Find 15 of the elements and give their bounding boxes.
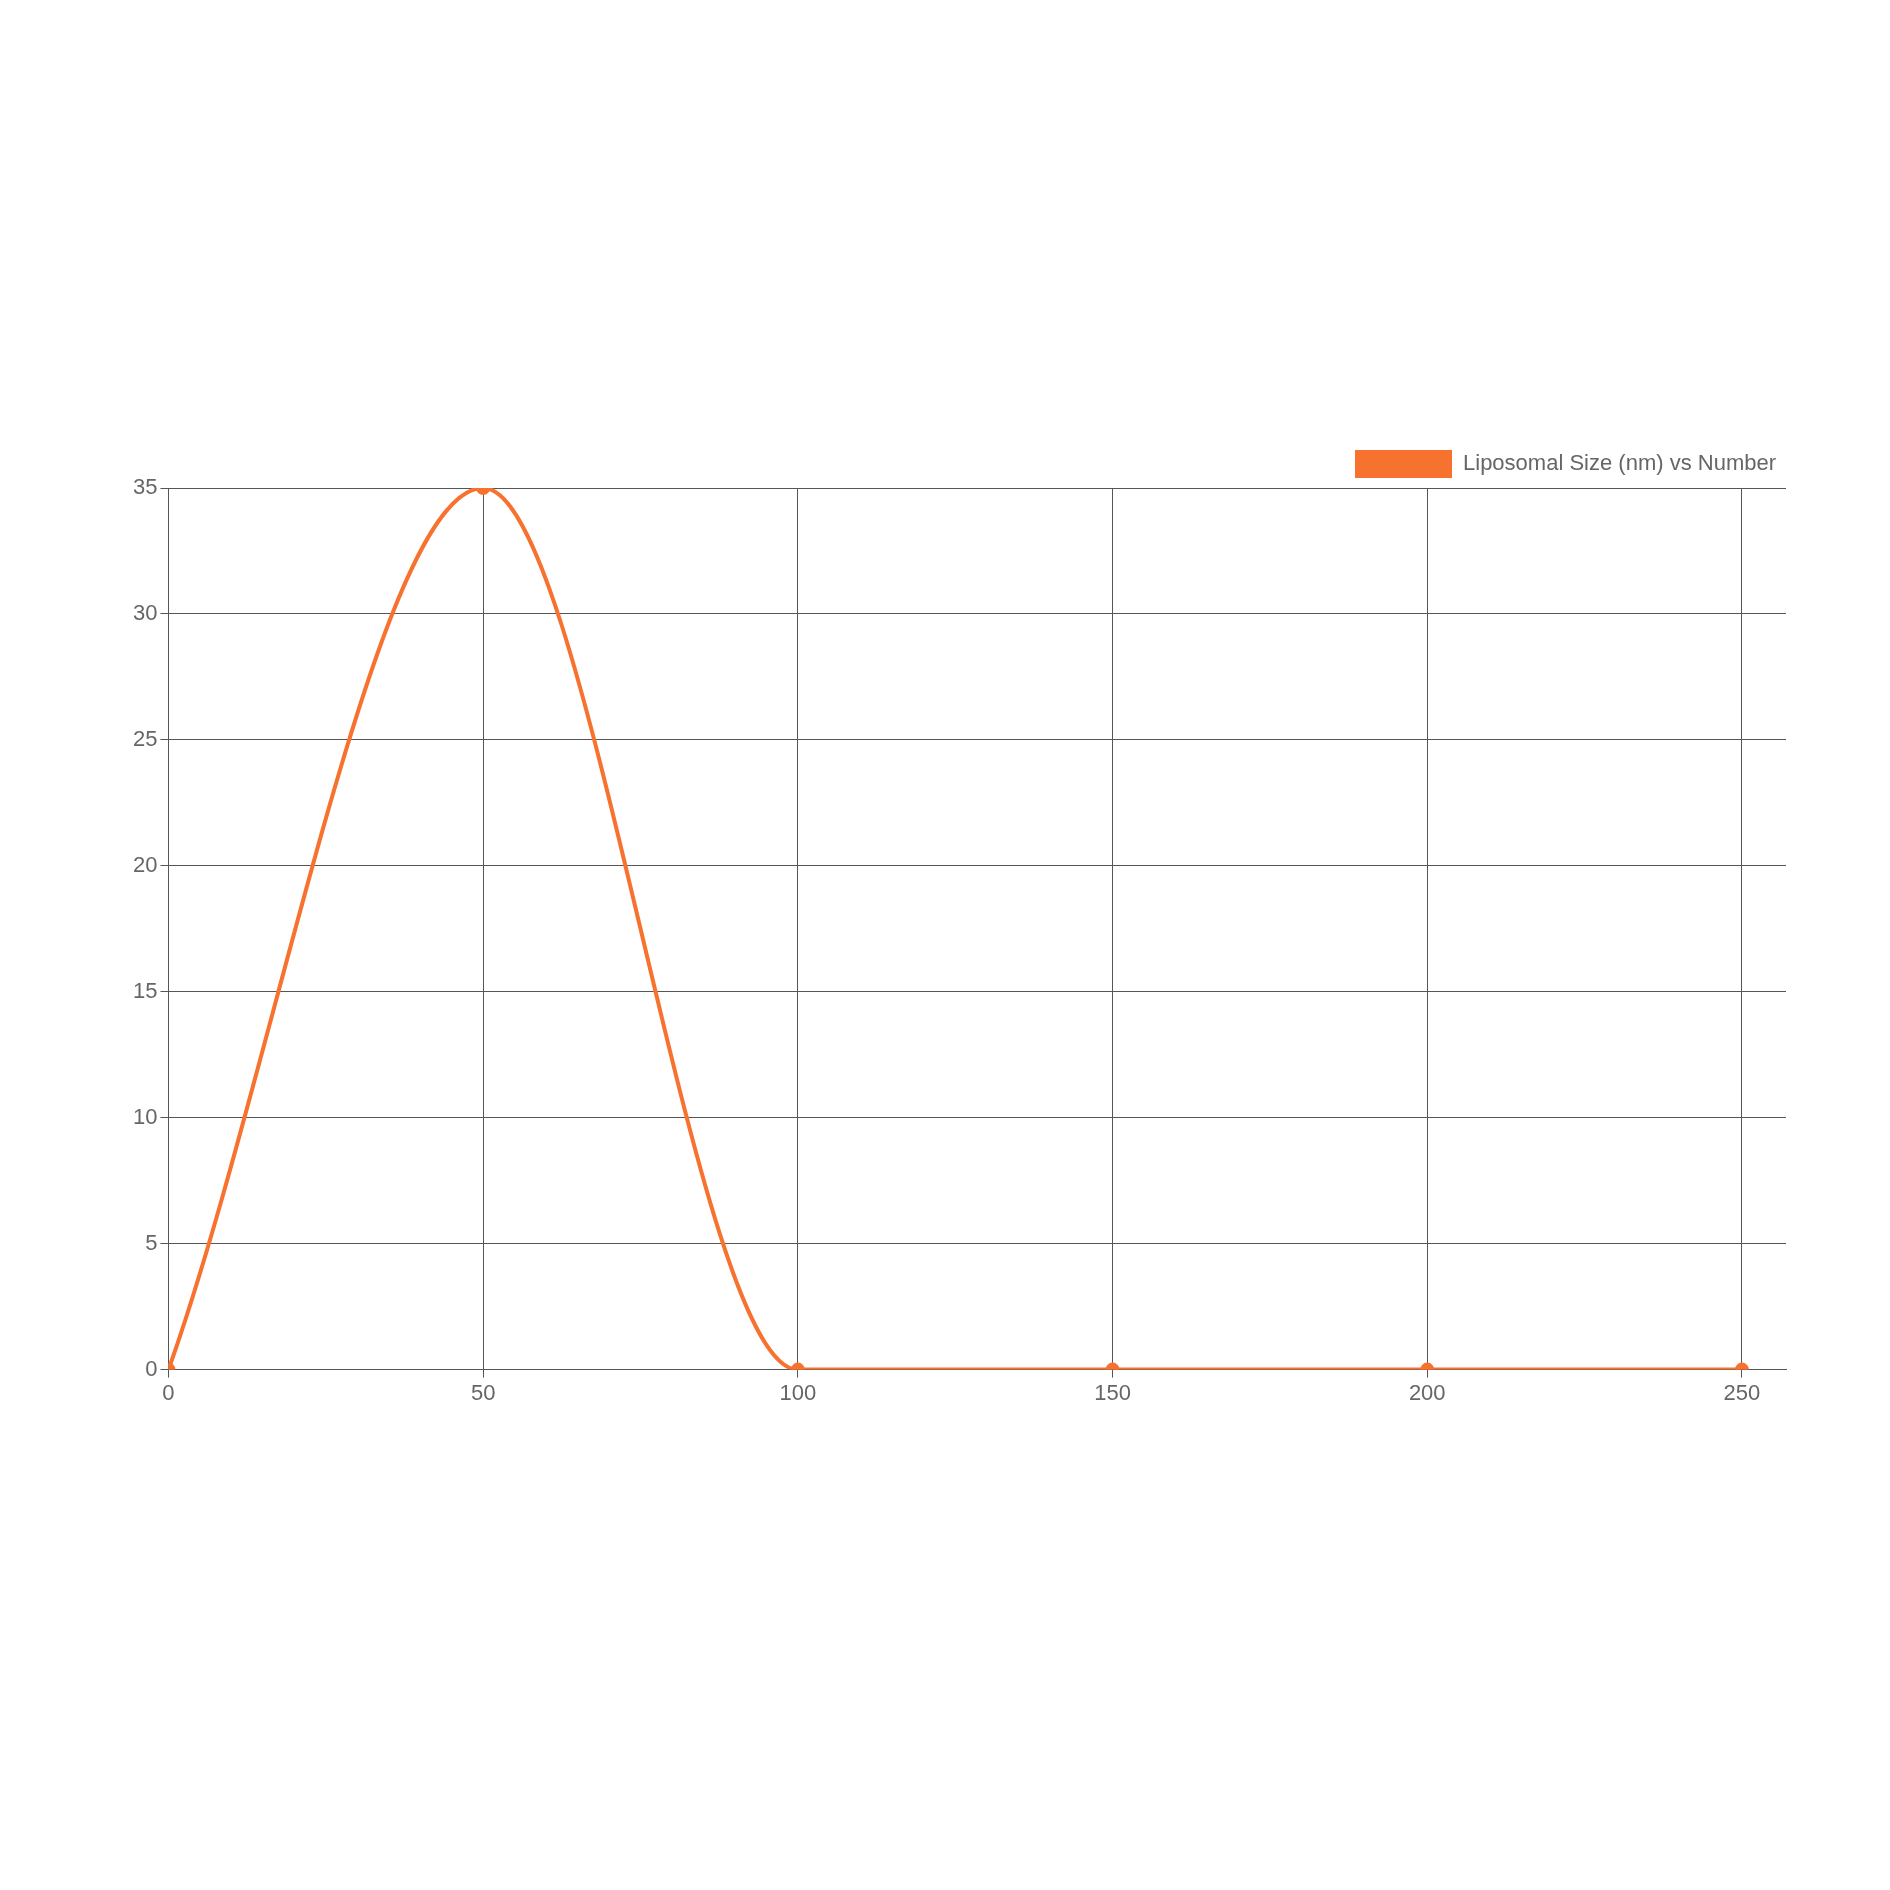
x-tick-label: 50 [470,1379,496,1405]
x-tick-label: 250 [1723,1379,1761,1405]
y-tick-label: 20 [132,851,158,877]
x-tick-label: 100 [779,1379,817,1405]
y-tick-label: 35 [132,474,158,500]
y-tick-label: 25 [132,725,158,751]
y-tick-label: 0 [145,1355,158,1381]
legend-label: Liposomal Size (nm) vs Number [1463,450,1776,476]
y-tick-label: 30 [132,600,158,626]
x-tick-label: 0 [162,1379,175,1405]
y-tick-label: 15 [132,977,158,1003]
y-tick-label: 5 [145,1229,158,1255]
y-tick-label: 10 [132,1103,158,1129]
x-tick-label: 150 [1094,1379,1131,1405]
x-tick-label: 200 [1408,1379,1446,1405]
